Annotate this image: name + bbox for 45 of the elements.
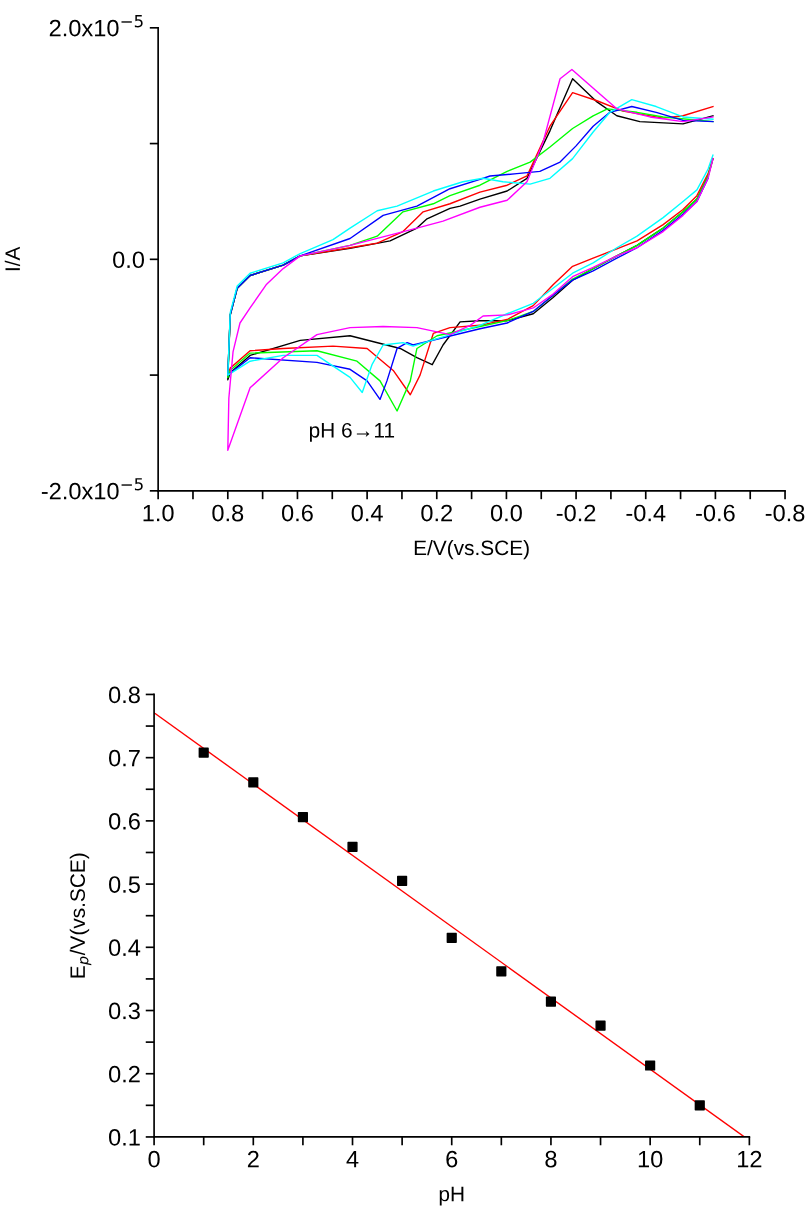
point <box>595 1020 606 1031</box>
x-axis-title: pH <box>439 1186 464 1206</box>
x-tick-label: -0.6 <box>696 504 735 522</box>
y-tick-label: 0.0 <box>113 251 145 269</box>
x-tick-label: 0.8 <box>212 504 244 522</box>
y-tick-label: 0.4 <box>109 939 141 957</box>
y-tick-label: 0.3 <box>109 1002 140 1020</box>
point <box>496 966 507 977</box>
point <box>297 811 308 823</box>
x-tick-label: 6 <box>446 1150 458 1168</box>
x-tick-label: 4 <box>346 1151 359 1168</box>
y-axis-title: E$_{p}$/V(vs.SCE) <box>69 853 92 978</box>
y-tick-label: 0.5 <box>109 876 140 893</box>
point <box>446 932 457 943</box>
y-tick-label: 0.1 <box>109 1129 140 1146</box>
x-tick-label: -0.8 <box>765 504 805 522</box>
point <box>347 841 358 852</box>
point <box>545 996 557 1007</box>
y-tick-label: 0.7 <box>109 749 140 767</box>
x-tick-label: -0.2 <box>556 504 596 522</box>
line-series <box>227 68 714 452</box>
y-tick-label: 0.8 <box>109 686 140 704</box>
point <box>645 1060 656 1071</box>
annotation: pH 6→11 <box>309 422 395 442</box>
point <box>397 875 408 887</box>
x-tick-label: 0.6 <box>281 504 313 522</box>
y-tick-label: 0.2 <box>109 1065 140 1083</box>
y-tick-label: 0.6 <box>109 812 140 830</box>
x-tick-label: 8 <box>545 1150 557 1168</box>
x-tick-label: 0.4 <box>351 504 383 522</box>
point <box>694 1100 705 1111</box>
y-axis-title: I/A <box>4 246 21 271</box>
x-tick-label: 0.0 <box>490 504 522 522</box>
y-tick-label: 2.0x10$^{−5}$ <box>49 15 143 37</box>
x-tick-label: 12 <box>738 1150 762 1168</box>
x-tick-label: 10 <box>638 1150 663 1168</box>
y-tick-label: -2.0x10$^{−5}$ <box>41 478 143 500</box>
x-tick-label: -0.4 <box>626 504 666 522</box>
x-tick-label: 1.0 <box>143 504 174 522</box>
point <box>198 747 209 758</box>
x-tick-label: 0.2 <box>421 504 452 522</box>
point <box>248 777 259 788</box>
x-tick-label: 0 <box>148 1150 160 1168</box>
x-axis-title: E/V(vs.SCE) <box>414 539 529 560</box>
x-tick-label: 2 <box>247 1150 259 1168</box>
